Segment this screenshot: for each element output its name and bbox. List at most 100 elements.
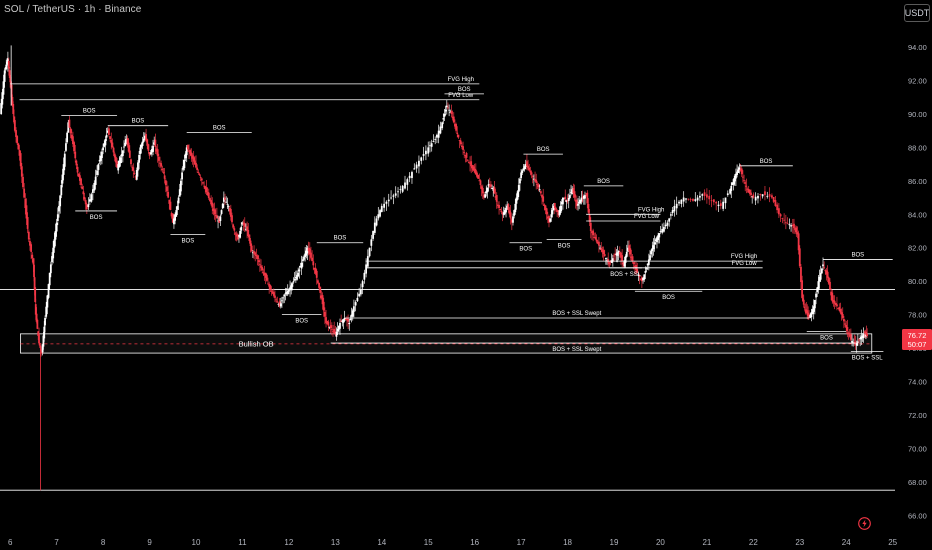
candle-body [101, 151, 103, 158]
candle-body [125, 139, 128, 144]
candle-body [206, 192, 209, 196]
candle-body [43, 326, 46, 339]
candle-body [527, 165, 529, 169]
candle-body [133, 173, 136, 175]
annotation-label: BOS + SSL Swept [552, 311, 601, 317]
candle-body [284, 293, 287, 295]
candle-body [556, 210, 559, 213]
candle-body [363, 272, 366, 280]
candle-body [269, 285, 272, 290]
candle-body [38, 334, 40, 344]
candle-body [236, 234, 239, 240]
y-tick-label: 74.00 [908, 378, 927, 387]
countdown-label: 50:07 [908, 340, 927, 349]
candle-body [314, 267, 317, 274]
candle-body [596, 241, 599, 244]
currency-button[interactable]: USDT [904, 4, 930, 22]
candle-body [76, 166, 79, 173]
lightning-icon[interactable] [858, 517, 871, 530]
candle-body [636, 269, 639, 273]
candle-body [198, 173, 201, 175]
candle-body [467, 162, 470, 163]
x-tick-label: 19 [610, 538, 619, 547]
candle-body [270, 290, 273, 292]
last-price-badge [902, 329, 932, 351]
candle-body [560, 201, 563, 205]
candle-body [659, 231, 662, 232]
candle-body [15, 130, 17, 137]
order-block-zone [20, 333, 873, 354]
candle-body [579, 199, 582, 204]
candle-body [745, 185, 748, 187]
x-tick-label: 21 [702, 538, 711, 547]
candle-body [268, 283, 271, 287]
candle-body [803, 306, 806, 308]
candle-body [724, 197, 727, 204]
candle-body [344, 319, 347, 320]
candle-body [297, 272, 300, 277]
candle-body [97, 164, 100, 170]
candle-body [442, 118, 445, 120]
candle-body [788, 224, 791, 226]
candle-body [3, 70, 6, 82]
candle-body [649, 255, 651, 261]
candle-body [495, 195, 498, 202]
candle-body [231, 215, 233, 223]
candle-body [594, 237, 597, 240]
candle-body [379, 210, 381, 217]
candle-body [0, 103, 3, 115]
candle-body [315, 270, 318, 278]
candle-body [638, 275, 641, 277]
candle-body [171, 213, 174, 223]
candle-body [22, 176, 24, 188]
candle-body [214, 214, 217, 217]
candle-body [176, 205, 179, 210]
candle-body [616, 252, 619, 256]
candle-body [281, 300, 283, 302]
candle-body [350, 314, 353, 317]
candle-body [802, 299, 805, 305]
candle-body [609, 261, 612, 263]
candle-body [650, 251, 653, 255]
candle-body [798, 248, 801, 267]
candle-body [610, 260, 613, 263]
candle-body [380, 205, 383, 212]
candle-body [168, 199, 171, 204]
candle-body [42, 335, 45, 347]
candle-body [689, 199, 692, 201]
candle-body [802, 298, 804, 302]
y-tick-label: 66.00 [908, 511, 927, 520]
candle-body [74, 151, 77, 159]
candle-body [831, 292, 834, 302]
y-tick-label: 86.00 [908, 177, 927, 186]
candle-body [241, 222, 244, 225]
candle-body [114, 157, 117, 163]
candle-body [671, 210, 674, 214]
candle-body [491, 187, 493, 189]
candle-body [209, 198, 211, 201]
candle-body [764, 191, 766, 196]
candle-body [217, 220, 219, 222]
candle-body [320, 295, 323, 298]
y-tick-label: 94.00 [908, 43, 927, 52]
candle-body [306, 247, 309, 254]
candle-body [517, 185, 520, 192]
candle-body [496, 204, 499, 206]
candle-body [550, 214, 553, 218]
candle-body [510, 219, 513, 223]
candle-body [54, 231, 57, 240]
candle-body [164, 180, 167, 186]
candle-body [26, 217, 29, 229]
candle-body [267, 283, 269, 285]
candle-body [824, 270, 827, 272]
candle-body [383, 203, 386, 208]
candle-body [145, 134, 147, 141]
candle-body [257, 260, 260, 262]
candle-body [313, 267, 316, 270]
candle-body [481, 188, 484, 194]
candle-body [805, 309, 808, 313]
candle-body [25, 205, 28, 219]
candle-body [41, 344, 44, 353]
candle-body [155, 148, 158, 152]
